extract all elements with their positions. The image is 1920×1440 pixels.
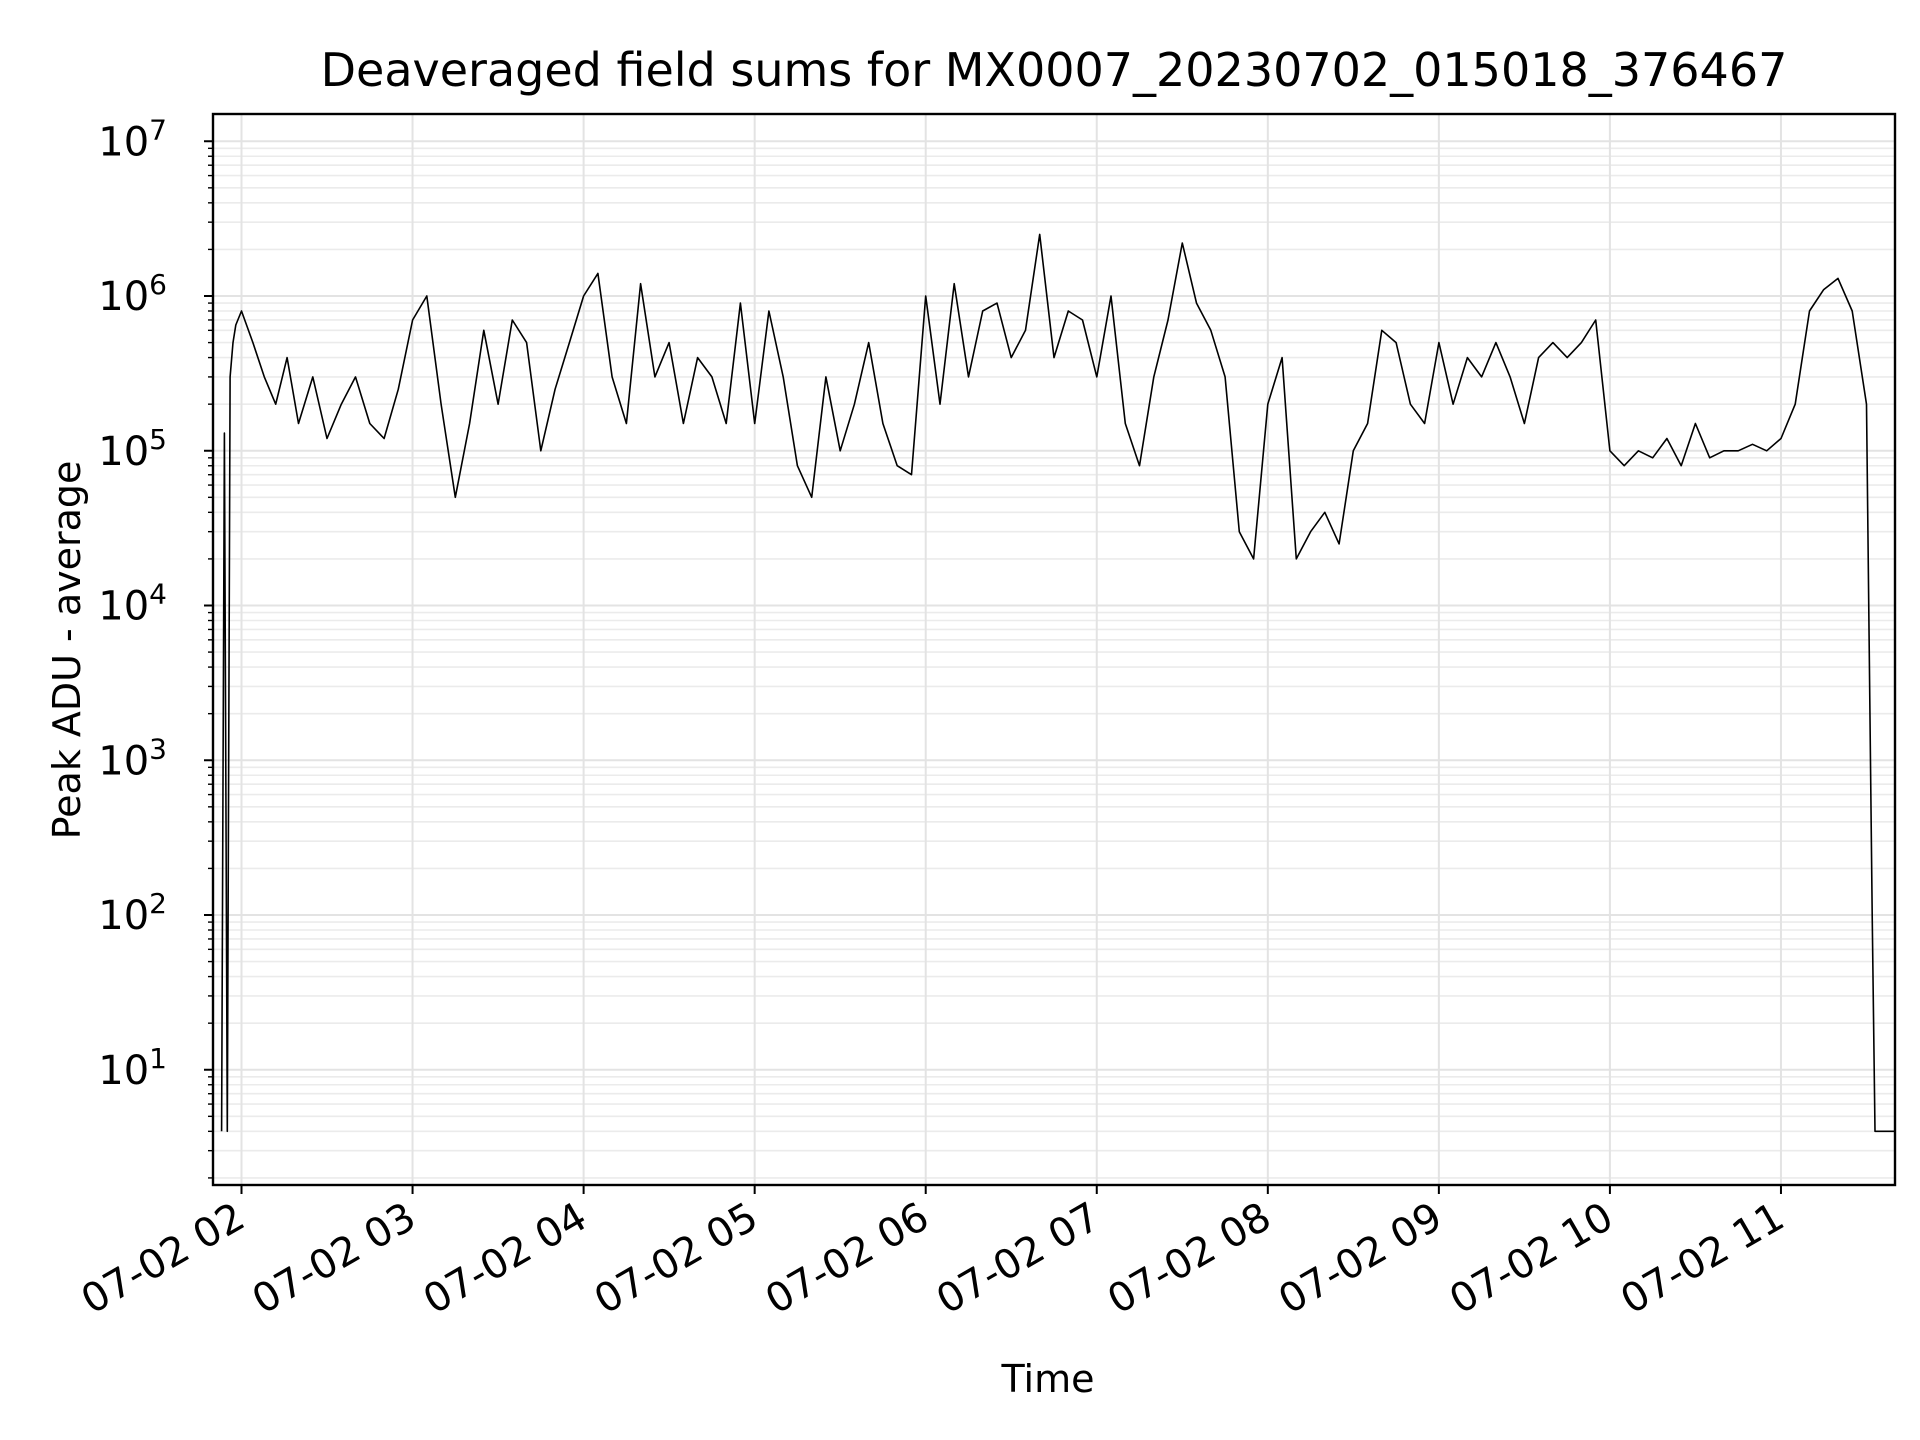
y-tick-label: 104 (98, 578, 167, 630)
x-tick-label: 07-02 02 (74, 1194, 253, 1324)
chart-title: Deaveraged field sums for MX0007_2023070… (321, 43, 1788, 97)
y-tick-label: 101 (98, 1042, 167, 1094)
x-tick-label: 07-02 10 (1442, 1194, 1621, 1324)
y-axis-label: Peak ADU - average (45, 461, 89, 840)
y-tick-label: 105 (98, 423, 167, 475)
x-tick-label: 07-02 07 (929, 1194, 1108, 1324)
x-tick-label: 07-02 03 (245, 1194, 424, 1324)
y-axis-ticks: 101 102 103 104 105 106 107 (98, 113, 213, 1179)
series-line (220, 233, 1895, 1133)
x-tick-label: 07-02 11 (1613, 1194, 1792, 1324)
x-tick-label: 07-02 06 (758, 1194, 937, 1324)
minor-grid (213, 147, 1895, 1179)
y-tick-label: 102 (98, 887, 167, 939)
x-axis-label: Time (1001, 1357, 1095, 1401)
y-tick-label: 106 (98, 268, 167, 320)
series-layer (220, 233, 1895, 1133)
y-tick-label: 107 (98, 113, 167, 165)
x-tick-label: 07-02 09 (1271, 1194, 1450, 1324)
plot-area-frame (211, 112, 1897, 1187)
x-tick-label: 07-02 05 (587, 1194, 766, 1324)
x-tick-label: 07-02 04 (416, 1194, 595, 1324)
major-grid (213, 114, 1895, 1185)
x-tick-label: 07-02 08 (1100, 1194, 1279, 1324)
y-tick-label: 103 (98, 732, 167, 784)
